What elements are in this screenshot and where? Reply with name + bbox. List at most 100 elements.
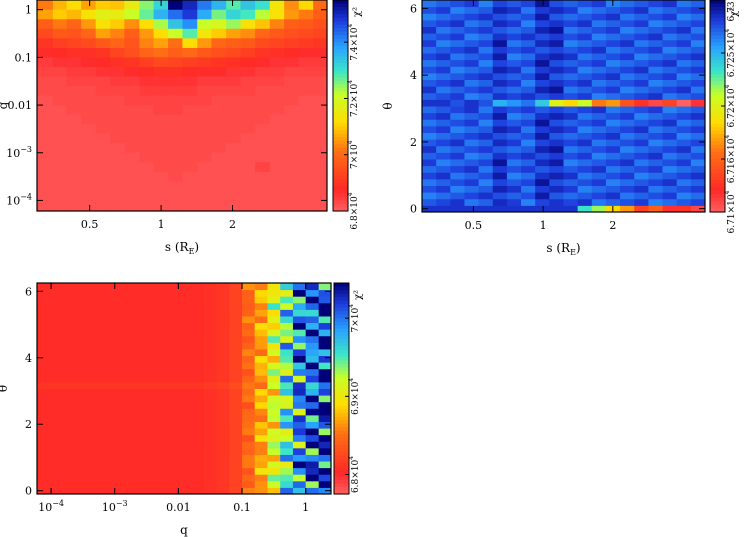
heatmap-cell xyxy=(197,162,212,173)
heatmap-cell xyxy=(127,309,141,317)
colorbar-label: χ² xyxy=(729,7,740,17)
colorbar-segment xyxy=(710,14,725,19)
heatmap-cell xyxy=(280,414,294,422)
heatmap-cell xyxy=(305,461,320,469)
heatmap-cell xyxy=(242,348,256,357)
heatmap-cell xyxy=(521,13,536,21)
heatmap-cell xyxy=(313,86,328,97)
heatmap-cell xyxy=(254,355,268,363)
heatmap-cell xyxy=(182,38,198,49)
heatmap-cell xyxy=(254,461,268,469)
heatmap-cell xyxy=(521,72,536,80)
heatmap-cell xyxy=(76,461,90,469)
heatmap-cell xyxy=(102,309,116,317)
heatmap-cell xyxy=(211,152,227,163)
heatmap-cell xyxy=(280,395,294,403)
heatmap-cell xyxy=(140,467,154,475)
heatmap-cell xyxy=(492,53,508,61)
heatmap-cell xyxy=(591,72,607,80)
colorbar-segment xyxy=(334,455,349,460)
colorbar-segment xyxy=(334,332,349,337)
heatmap-cell xyxy=(203,296,218,304)
heatmap-cell xyxy=(165,480,179,488)
heatmap-cell xyxy=(165,335,179,343)
heatmap-cell xyxy=(305,428,320,436)
heatmap-cell xyxy=(269,57,285,68)
heatmap-cell xyxy=(577,19,593,27)
heatmap-cell xyxy=(591,205,607,213)
heatmap-cell xyxy=(226,47,241,58)
heatmap-cell xyxy=(165,309,179,317)
heatmap-cell xyxy=(191,335,205,343)
colorbar-segment xyxy=(710,60,725,65)
colorbar-segment xyxy=(710,120,725,125)
heatmap-cell xyxy=(305,322,320,330)
heatmap-cell xyxy=(478,79,494,87)
heatmap-cell xyxy=(203,474,218,482)
heatmap-cell xyxy=(178,461,192,469)
heatmap-cell xyxy=(124,152,140,163)
heatmap-cell xyxy=(191,408,205,416)
colorbar-tick-label: 7.4×104 xyxy=(347,23,360,60)
heatmap-cell xyxy=(178,414,192,422)
heatmap-cell xyxy=(549,205,564,213)
heatmap-cell xyxy=(292,480,307,488)
heatmap-cell xyxy=(63,474,78,482)
heatmap-cell xyxy=(284,190,300,201)
heatmap-cell xyxy=(191,362,205,370)
heatmap-cell xyxy=(95,124,111,135)
heatmap-cell xyxy=(464,165,480,173)
heatmap-cell xyxy=(254,467,268,475)
heatmap-cell xyxy=(549,6,564,14)
heatmap-cell xyxy=(690,192,706,200)
heatmap-cell xyxy=(506,165,522,173)
heatmap-cell xyxy=(165,302,179,310)
heatmap-cell xyxy=(102,302,116,310)
colorbar-segment xyxy=(710,67,725,72)
heatmap-cell xyxy=(318,368,332,376)
heatmap-cell xyxy=(506,72,522,80)
heatmap-cell xyxy=(114,395,128,403)
heatmap-cell xyxy=(89,408,103,416)
heatmap-cell xyxy=(464,178,480,186)
heatmap-cell xyxy=(76,302,90,310)
colorbar-segment xyxy=(333,77,348,82)
y-tick-label: 1 xyxy=(25,4,32,17)
heatmap-cell xyxy=(549,79,564,87)
heatmap-cell xyxy=(464,92,480,100)
x-tick-label: 1 xyxy=(540,219,547,232)
heatmap-cell xyxy=(280,441,294,449)
heatmap-cell xyxy=(648,125,664,133)
heatmap-cell xyxy=(549,86,564,94)
heatmap-cell xyxy=(178,388,192,396)
heatmap-cell xyxy=(506,125,522,133)
colorbar-segment xyxy=(710,144,725,149)
heatmap-cell xyxy=(605,112,621,120)
heatmap-cell xyxy=(110,124,125,135)
heatmap-cell xyxy=(76,480,90,488)
heatmap-cell xyxy=(139,28,155,39)
heatmap-cell xyxy=(114,375,128,383)
heatmap-cell xyxy=(242,362,256,370)
heatmap-cell xyxy=(168,190,183,201)
heatmap-cell xyxy=(110,0,125,11)
heatmap-cell xyxy=(436,79,451,87)
heatmap-cell xyxy=(521,79,536,87)
heatmap-cell xyxy=(165,401,179,409)
heatmap-cell xyxy=(676,159,692,167)
heatmap-cell xyxy=(605,132,621,140)
heatmap-cell xyxy=(140,381,154,389)
heatmap-cell xyxy=(292,434,307,442)
heatmap-cell xyxy=(153,47,169,58)
colorbar-segment xyxy=(710,95,725,100)
heatmap-cell xyxy=(242,395,256,403)
heatmap-cell xyxy=(506,53,522,61)
colorbar-segment xyxy=(334,304,349,309)
heatmap-cell xyxy=(506,185,522,193)
heatmap-cell xyxy=(211,200,227,212)
heatmap-cell xyxy=(66,57,82,68)
heatmap-cell xyxy=(563,33,579,41)
heatmap-cell xyxy=(229,348,243,357)
heatmap-cell xyxy=(605,172,621,180)
